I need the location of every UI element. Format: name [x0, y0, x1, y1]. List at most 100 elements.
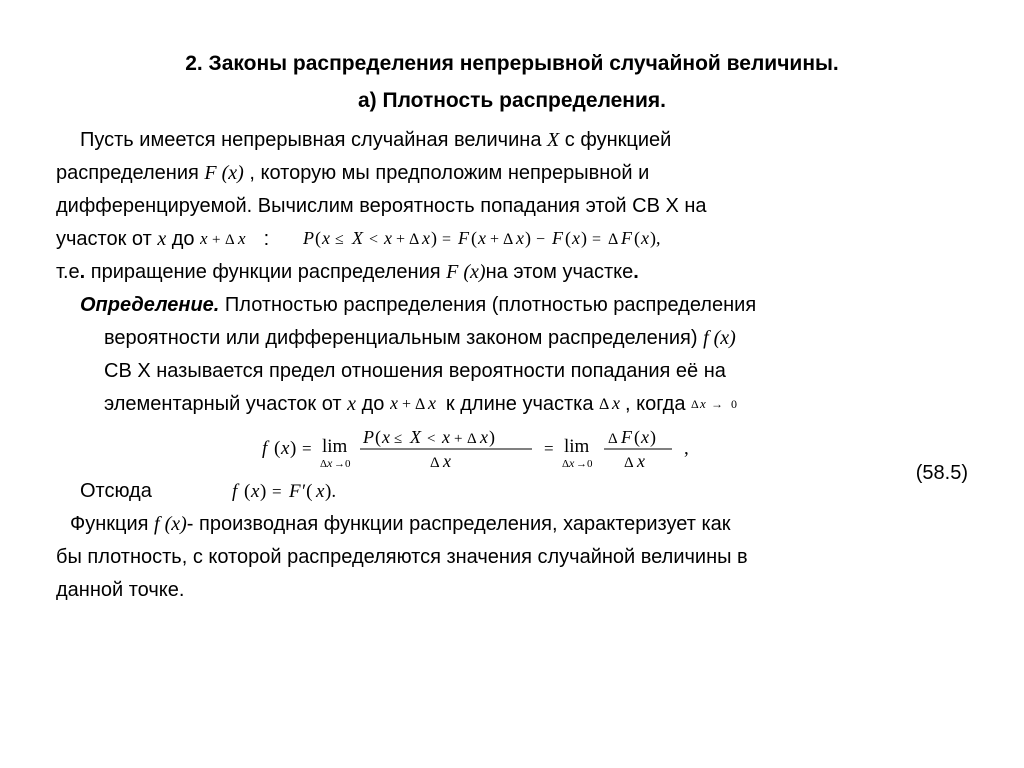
svg-text:→0: →0 — [576, 458, 593, 470]
svg-text:lim: lim — [322, 436, 348, 457]
svg-text:′(: ′( — [302, 481, 312, 502]
paragraph-final-2: бы плотность, с которой распределяются з… — [56, 542, 968, 573]
svg-text:Δ: Δ — [430, 455, 440, 471]
svg-text:): ) — [650, 427, 656, 448]
svg-text:x: x — [427, 396, 436, 413]
p2b-text: , которую мы предположим непрерывной и — [244, 162, 649, 184]
svg-text:→: → — [711, 397, 723, 411]
svg-text:x: x — [250, 481, 260, 502]
paragraph-final-3: данной точке. — [56, 575, 968, 606]
svg-text:x: x — [200, 231, 208, 248]
p5c-dot: . — [633, 261, 639, 283]
svg-text:x: x — [383, 229, 392, 248]
definition-line-3: СВ X называется предел отношения вероятн… — [104, 356, 968, 387]
definition-line-2: вероятности или дифференциальным законом… — [104, 323, 968, 354]
svg-text:x: x — [390, 396, 398, 413]
inline-math-dx-to-0-1: Δ x → 0 — [691, 397, 747, 413]
svg-text:P: P — [362, 427, 374, 447]
p2a-text: распределения — [56, 162, 204, 184]
svg-text:+: + — [396, 231, 405, 248]
svg-text:Δ: Δ — [691, 397, 699, 411]
paragraph-1-line-1: Пусть имеется непрерывная случайная вели… — [56, 125, 968, 156]
definition-line-4: элементарный участок от x до x + Δ x к д… — [104, 389, 968, 420]
p9c-text: к длине участка — [446, 393, 599, 415]
svg-text:x: x — [515, 229, 524, 248]
formula-density-limit: f ( x ) = lim Δ x →0 P ( x ≤ X < x + Δ x… — [56, 424, 968, 474]
p9a-text: элементарный участок от — [104, 393, 347, 415]
svg-text:x: x — [640, 427, 649, 447]
svg-text:+: + — [212, 232, 220, 248]
svg-text:=: = — [592, 231, 601, 248]
svg-text:Δ: Δ — [608, 231, 618, 248]
svg-text:→0: →0 — [334, 458, 351, 470]
definition-line-1: Определение. Плотностью распределения (п… — [56, 290, 968, 321]
svg-text:F: F — [288, 481, 301, 502]
p9b-text: до — [356, 393, 390, 415]
svg-text:lim: lim — [564, 436, 590, 457]
svg-text:Δ: Δ — [415, 396, 425, 413]
inline-math-dx-1: Δ x — [599, 396, 625, 414]
svg-text:),: ), — [650, 229, 661, 249]
inline-math-Fx-2: F (x) — [446, 261, 485, 283]
svg-text:x: x — [442, 451, 451, 471]
inline-math-X: X — [547, 129, 559, 151]
inline-math-fx-2: f (x) — [154, 513, 187, 535]
svg-text:x: x — [636, 451, 645, 471]
svg-text:=: = — [442, 231, 451, 248]
svg-text:Δ: Δ — [624, 455, 634, 471]
paragraph-1-line-3: дифференцируемой. Вычислим вероятность п… — [56, 191, 968, 222]
svg-text:): ) — [431, 229, 437, 249]
svg-text:x: x — [421, 229, 430, 248]
svg-text:): ) — [260, 481, 266, 502]
svg-text:X: X — [409, 427, 422, 447]
paragraph-1-line-4: участок от x до x + Δ x : P ( x ≤ X < x … — [56, 224, 968, 255]
svg-text:,: , — [684, 438, 689, 459]
svg-text:x: x — [611, 396, 620, 413]
formula-derivative-svg: f ( x ) = F ′( x ). — [232, 480, 392, 504]
p7-text: вероятности или дифференциальным законом… — [104, 327, 703, 349]
svg-text:x: x — [280, 438, 290, 459]
svg-text:x: x — [441, 427, 450, 447]
svg-text:): ) — [290, 438, 296, 459]
colon: : — [264, 228, 270, 250]
svg-text:F: F — [620, 229, 633, 248]
p5b-text: приращение функции распределения — [91, 261, 446, 283]
p10-text: Отсюда — [80, 476, 152, 507]
svg-text:(: ( — [634, 229, 640, 249]
svg-text:x: x — [479, 427, 488, 447]
svg-text:x: x — [568, 456, 575, 470]
svg-text:x: x — [321, 229, 330, 248]
inline-math-x-1: x — [157, 228, 166, 250]
svg-text:x: x — [315, 481, 325, 502]
p11a-text: Функция — [70, 513, 148, 535]
svg-text:x: x — [699, 397, 706, 411]
svg-text:+: + — [402, 396, 411, 413]
definition-label: Определение. — [80, 294, 219, 316]
svg-text:(: ( — [634, 427, 640, 448]
svg-text:X: X — [351, 229, 364, 248]
paragraph-1-line-2: распределения F (x) , которую мы предпол… — [56, 158, 968, 189]
svg-text:<: < — [369, 231, 378, 248]
formula-probability-increment: P ( x ≤ X < x + Δ x ) = F ( x + Δ x ) − … — [303, 229, 733, 251]
formula-derivative-row: Отсюда f ( x ) = F ′( x ). (58.5) — [56, 476, 968, 507]
paragraph-1-line-5: т.е. приращение функции распределения F … — [56, 257, 968, 288]
svg-text:F: F — [551, 229, 564, 248]
svg-text:): ) — [581, 229, 587, 249]
svg-text:f: f — [262, 438, 270, 459]
p5c-text: на этом участке — [486, 261, 634, 283]
svg-text:x: x — [381, 427, 390, 447]
p4a-text: участок от — [56, 228, 157, 250]
svg-text:+: + — [490, 231, 499, 248]
svg-text:f: f — [232, 481, 240, 502]
paragraph-final-1: Функция f (x)- производная функции распр… — [56, 509, 968, 540]
svg-text:).: ). — [325, 481, 336, 502]
p11b-text: - производная функции распределения, хар… — [187, 513, 731, 535]
equation-number: (58.5) — [916, 458, 968, 489]
svg-text:(: ( — [565, 229, 571, 249]
svg-text:): ) — [525, 229, 531, 249]
svg-text:x: x — [477, 229, 486, 248]
inline-math-Fx-1: F (x) — [204, 162, 243, 184]
svg-text:Δ: Δ — [608, 431, 618, 447]
svg-text:(: ( — [274, 438, 280, 459]
svg-text:=: = — [544, 439, 554, 458]
